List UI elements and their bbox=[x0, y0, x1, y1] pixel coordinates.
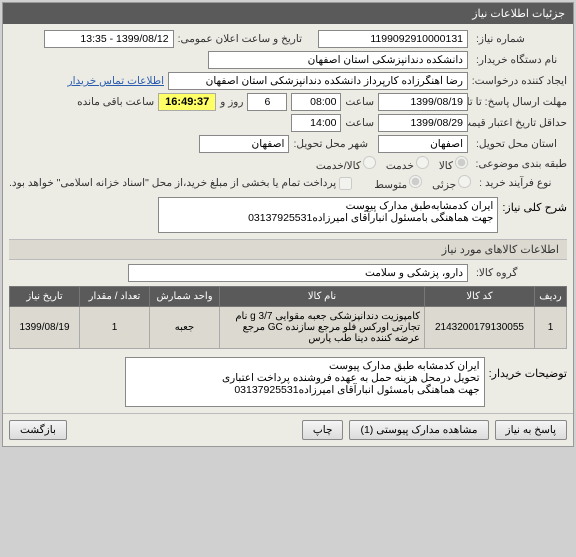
radio-opt-small[interactable]: جزئی bbox=[432, 175, 471, 191]
th-date: تاریخ نیاز bbox=[10, 287, 80, 307]
th-name: نام کالا bbox=[220, 287, 425, 307]
countdown-timer: 16:49:37 bbox=[158, 93, 216, 111]
radio-both[interactable] bbox=[363, 156, 376, 169]
th-code: کد کالا bbox=[425, 287, 535, 307]
label-validity: حداقل تاریخ اعتبار قیمت: تا تاریخ: bbox=[472, 117, 567, 129]
label-org: نام دستگاه خریدار: bbox=[472, 54, 567, 66]
cell-date: 1399/08/19 bbox=[10, 307, 80, 349]
checkbox-treasury[interactable] bbox=[339, 177, 352, 190]
label-hour1: ساعت bbox=[345, 96, 374, 108]
radio-medium[interactable] bbox=[409, 175, 422, 188]
input-deadline-date bbox=[378, 93, 468, 111]
print-button[interactable]: چاپ bbox=[302, 420, 344, 440]
payment-note-text: پرداخت تمام یا بخشی از مبلغ خرید،از محل … bbox=[9, 177, 336, 189]
label-category: طبقه بندی موضوعی: bbox=[472, 158, 567, 170]
checkbox-payment-note[interactable]: پرداخت تمام یا بخشی از مبلغ خرید،از محل … bbox=[9, 177, 352, 190]
radio-both-label: کالا/خدمت bbox=[316, 160, 361, 172]
attachments-button[interactable]: مشاهده مدارک پیوستی (1) bbox=[349, 420, 488, 440]
panel-body: شماره نیاز: تاریخ و ساعت اعلان عمومی: نا… bbox=[3, 24, 573, 413]
input-org bbox=[208, 51, 468, 69]
cell-qty: 1 bbox=[80, 307, 150, 349]
radio-opt-goods[interactable]: کالا bbox=[439, 156, 468, 172]
radio-opt-service[interactable]: خدمت bbox=[386, 156, 429, 172]
table-row[interactable]: 1 2143200179130055 کامپوزیت دندانپزشکی ج… bbox=[10, 307, 567, 349]
cell-unit: جعبه bbox=[150, 307, 220, 349]
radio-opt-medium[interactable]: متوسط bbox=[374, 175, 422, 191]
requirement-details-panel: جزئیات اطلاعات نیاز شماره نیاز: تاریخ و … bbox=[2, 2, 574, 447]
section-items-header: اطلاعات کالاهای مورد نیاز bbox=[9, 239, 567, 260]
row-deadline: مهلت ارسال پاسخ: تا تاریخ: ساعت روز و 16… bbox=[9, 93, 567, 111]
row-group: گروه کالا: bbox=[9, 264, 567, 282]
link-contact-buyer[interactable]: اطلاعات تماس خریدار bbox=[68, 75, 164, 87]
input-requester bbox=[168, 72, 468, 90]
label-process: نوع فرآیند خرید : bbox=[475, 177, 567, 189]
textarea-desc bbox=[158, 197, 498, 233]
label-req-num: شماره نیاز: bbox=[472, 33, 567, 45]
label-notes: توضیحات خریدار: bbox=[489, 357, 567, 380]
input-province bbox=[378, 135, 468, 153]
row-org: نام دستگاه خریدار: bbox=[9, 51, 567, 69]
cell-idx: 1 bbox=[535, 307, 567, 349]
th-qty: تعداد / مقدار bbox=[80, 287, 150, 307]
label-requester: ایجاد کننده درخواست: bbox=[472, 75, 567, 87]
radio-small-label: جزئی bbox=[432, 179, 456, 191]
cell-name: کامپوزیت دندانپزشکی جعبه مقوایی 3/7 g نا… bbox=[220, 307, 425, 349]
row-location: استان محل تحویل: شهر محل تحویل: bbox=[9, 135, 567, 153]
items-table: ردیف کد کالا نام کالا واحد شمارش تعداد /… bbox=[9, 286, 567, 349]
row-validity: حداقل تاریخ اعتبار قیمت: تا تاریخ: ساعت bbox=[9, 114, 567, 132]
cell-code: 2143200179130055 bbox=[425, 307, 535, 349]
radio-small[interactable] bbox=[458, 175, 471, 188]
row-requester: ایجاد کننده درخواست: اطلاعات تماس خریدار bbox=[9, 72, 567, 90]
bottom-button-bar: پاسخ به نیاز مشاهده مدارک پیوستی (1) چاپ… bbox=[3, 413, 573, 446]
label-group: گروه کالا: bbox=[472, 267, 567, 279]
input-valid-date bbox=[378, 114, 468, 132]
label-remain: ساعت باقی مانده bbox=[77, 96, 154, 108]
label-province: استان محل تحویل: bbox=[472, 138, 567, 150]
input-days-remain bbox=[247, 93, 287, 111]
row-notes: توضیحات خریدار: bbox=[9, 357, 567, 407]
input-announce bbox=[44, 30, 174, 48]
th-idx: ردیف bbox=[535, 287, 567, 307]
radio-opt-both[interactable]: کالا/خدمت bbox=[316, 156, 376, 172]
th-unit: واحد شمارش bbox=[150, 287, 220, 307]
textarea-notes bbox=[125, 357, 485, 407]
label-deadline: مهلت ارسال پاسخ: تا تاریخ: bbox=[472, 96, 567, 108]
label-desc: شرح کلی نیاز: bbox=[502, 197, 567, 214]
input-city bbox=[199, 135, 289, 153]
radio-service[interactable] bbox=[416, 156, 429, 169]
panel-title: جزئیات اطلاعات نیاز bbox=[3, 3, 573, 24]
input-group bbox=[128, 264, 468, 282]
radio-group-category: کالا خدمت کالا/خدمت bbox=[316, 156, 468, 172]
label-hour2: ساعت bbox=[345, 117, 374, 129]
radio-service-label: خدمت bbox=[386, 160, 414, 172]
label-announce: تاریخ و ساعت اعلان عمومی: bbox=[178, 33, 302, 45]
row-category: طبقه بندی موضوعی: کالا خدمت کالا/خدمت bbox=[9, 156, 567, 172]
reply-button[interactable]: پاسخ به نیاز bbox=[495, 420, 567, 440]
label-days: روز و bbox=[220, 96, 243, 108]
row-process: نوع فرآیند خرید : جزئی متوسط پرداخت تمام… bbox=[9, 175, 567, 191]
input-valid-hour bbox=[291, 114, 341, 132]
back-button[interactable]: بازگشت bbox=[9, 420, 67, 440]
radio-medium-label: متوسط bbox=[374, 179, 407, 191]
radio-group-process: جزئی متوسط bbox=[374, 175, 471, 191]
row-desc: شرح کلی نیاز: bbox=[9, 197, 567, 233]
row-req-number: شماره نیاز: تاریخ و ساعت اعلان عمومی: bbox=[9, 30, 567, 48]
radio-goods[interactable] bbox=[455, 156, 468, 169]
input-req-num bbox=[318, 30, 468, 48]
label-city: شهر محل تحویل: bbox=[293, 138, 368, 150]
table-header-row: ردیف کد کالا نام کالا واحد شمارش تعداد /… bbox=[10, 287, 567, 307]
radio-goods-label: کالا bbox=[439, 160, 453, 172]
input-deadline-hour bbox=[291, 93, 341, 111]
